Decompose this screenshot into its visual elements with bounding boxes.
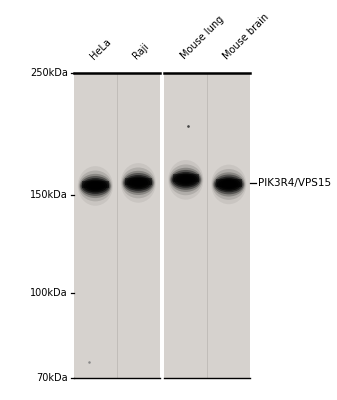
Ellipse shape: [78, 166, 113, 206]
Ellipse shape: [172, 172, 200, 188]
Ellipse shape: [126, 176, 150, 189]
Bar: [164, 73, 250, 378]
Ellipse shape: [80, 176, 110, 196]
Ellipse shape: [225, 182, 233, 187]
Ellipse shape: [170, 168, 202, 192]
Bar: [74, 73, 160, 378]
Ellipse shape: [123, 173, 153, 193]
Ellipse shape: [83, 180, 107, 192]
Ellipse shape: [171, 170, 201, 190]
Ellipse shape: [89, 182, 102, 190]
Ellipse shape: [80, 174, 111, 198]
Ellipse shape: [174, 174, 198, 186]
Ellipse shape: [121, 163, 156, 203]
Text: Mouse lung: Mouse lung: [179, 14, 225, 61]
Ellipse shape: [222, 181, 236, 188]
Ellipse shape: [213, 172, 245, 196]
Text: 100kDa: 100kDa: [30, 288, 68, 298]
Ellipse shape: [79, 170, 112, 201]
Ellipse shape: [176, 175, 195, 185]
Ellipse shape: [211, 165, 246, 204]
Ellipse shape: [169, 164, 203, 195]
Ellipse shape: [86, 181, 105, 191]
Ellipse shape: [129, 178, 148, 188]
Text: Raji: Raji: [131, 41, 151, 61]
Ellipse shape: [132, 179, 145, 186]
Ellipse shape: [219, 180, 239, 189]
Ellipse shape: [125, 175, 152, 191]
Ellipse shape: [179, 176, 192, 184]
Text: HeLa: HeLa: [88, 36, 113, 61]
Ellipse shape: [122, 171, 154, 195]
Text: Mouse brain: Mouse brain: [222, 11, 271, 61]
Ellipse shape: [122, 168, 155, 198]
Bar: [125, 178, 152, 185]
Text: 70kDa: 70kDa: [36, 374, 68, 384]
Ellipse shape: [217, 178, 241, 191]
Ellipse shape: [182, 178, 190, 182]
Ellipse shape: [134, 180, 142, 185]
Text: 250kDa: 250kDa: [30, 68, 68, 78]
Ellipse shape: [215, 176, 243, 192]
Ellipse shape: [214, 174, 244, 194]
Bar: [173, 174, 199, 182]
Ellipse shape: [82, 178, 109, 194]
Text: 150kDa: 150kDa: [30, 190, 68, 200]
Ellipse shape: [212, 169, 245, 200]
Text: PIK3R4/VPS15: PIK3R4/VPS15: [258, 178, 331, 188]
Bar: [82, 180, 109, 188]
Bar: [216, 179, 242, 187]
Ellipse shape: [91, 184, 99, 188]
Ellipse shape: [168, 160, 204, 200]
